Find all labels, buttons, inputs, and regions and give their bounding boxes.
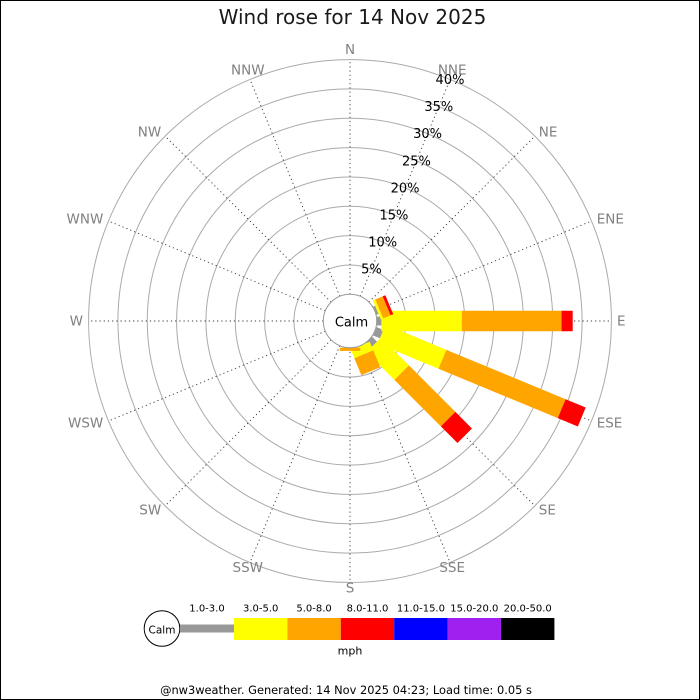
bar-ese-3.0-5.0 (377, 324, 447, 369)
percent-label-25: 25% (402, 154, 431, 169)
bar-sse-3.0-5.0 (350, 341, 374, 359)
legend-block-5.0-8.0 (287, 618, 341, 640)
bar-ese-8.0-11.0 (557, 399, 586, 427)
bar-ene-8.0-11.0 (382, 295, 394, 316)
legend-calm-circle (143, 610, 181, 647)
compass-label-ene: ENE (597, 211, 624, 227)
bar-se-3.0-5.0 (366, 337, 409, 380)
percent-label-40: 40% (436, 73, 465, 88)
legend-block-20.0-50.0 (501, 618, 555, 640)
legend-label-1.0-3.0: 1.0-3.0 (189, 604, 224, 615)
bar-se-8.0-11.0 (440, 411, 472, 443)
percent-label-10: 10% (368, 236, 397, 251)
bar-e-3.0-5.0 (381, 310, 462, 332)
compass-label-se: SE (539, 502, 556, 518)
bar-e-1.0-3.0 (376, 316, 382, 326)
calm-circle (322, 293, 378, 349)
compass-label-wnw: WNW (67, 211, 104, 227)
legend-speed-labels: 1.0-3.0 3.0-5.0 5.0-8.0 8.0-11.0 11.0-15.0 15… (189, 604, 551, 615)
compass-label-wsw: WSW (68, 416, 103, 432)
compass-label-sw: SW (139, 502, 161, 518)
compass-label-ese: ESE (597, 416, 623, 432)
percent-label-35: 35% (424, 100, 453, 115)
legend: Calm 1.0-3.0 3.0-5.0 5.0-8.0 8.0-11.0 11.0-1… (143, 604, 555, 658)
compass-label-e: E (617, 314, 626, 330)
footer-credit: @nw3weather. Generated: 14 Nov 2025 04:2… (160, 683, 532, 697)
legend-block-11.0-15.0 (394, 618, 448, 640)
calm-center-label: Calm (335, 316, 368, 331)
compass-direction-labels: N NNE NE ENE E ESE SE SSE S SSW SW WSW W WNW NW NNW (67, 42, 626, 597)
legend-unit-label: mph (338, 645, 363, 658)
compass-label-w: W (70, 314, 83, 330)
bar-ene-5.0-8.0 (375, 296, 391, 319)
legend-speed-blocks (180, 618, 555, 640)
legend-block-15.0-20.0 (447, 618, 501, 640)
legend-label-20.0-50.0: 20.0-50.0 (504, 604, 552, 615)
legend-label-5.0-8.0: 5.0-8.0 (296, 604, 331, 615)
compass-label-s: S (346, 581, 355, 597)
legend-block-8.0-11.0 (340, 618, 395, 640)
legend-block-1.0-3.0 (180, 624, 234, 633)
percent-tick-labels: 5% 10% 15% 20% 25% 30% 35% 40% (361, 73, 464, 278)
compass-label-sse: SSE (439, 560, 465, 576)
legend-block-3.0-5.0 (234, 618, 288, 640)
legend-label-8.0-11.0: 8.0-11.0 (347, 604, 389, 615)
percent-label-15: 15% (379, 209, 408, 224)
bar-ene-1.0-3.0 (372, 305, 379, 315)
percent-label-30: 30% (413, 127, 442, 142)
bar-ese-5.0-8.0 (438, 349, 566, 419)
compass-label-ne: NE (539, 125, 558, 141)
bar-e-5.0-8.0 (461, 310, 562, 332)
legend-label-11.0-15.0: 11.0-15.0 (397, 604, 445, 615)
bar-ene-3.0-5.0 (372, 299, 384, 320)
compass-label-nne: NNE (438, 62, 467, 78)
compass-label-nnw: NNW (231, 62, 265, 78)
compass-label-ssw: SSW (233, 560, 264, 576)
compass-label-nw: NW (138, 125, 161, 141)
percent-label-5: 5% (361, 263, 382, 278)
bar-sse-5.0-8.0 (354, 350, 381, 376)
bar-se-5.0-8.0 (394, 365, 456, 427)
calm-center: Calm (322, 293, 378, 349)
bar-e-8.0-11.0 (561, 310, 573, 332)
legend-label-15.0-20.0: 15.0-20.0 (450, 604, 498, 615)
compass-label-n: N (345, 42, 355, 58)
percent-label-20: 20% (391, 181, 420, 196)
bar-s-5.0-8.0 (339, 347, 361, 351)
percent-ring (117, 88, 583, 554)
legend-label-3.0-5.0: 3.0-5.0 (243, 604, 278, 615)
wind-speed-bars (339, 295, 586, 443)
chart-title: Wind rose for 14 Nov 2025 (219, 5, 487, 29)
percent-ring (88, 59, 612, 583)
legend-calm-label: Calm (149, 625, 176, 637)
